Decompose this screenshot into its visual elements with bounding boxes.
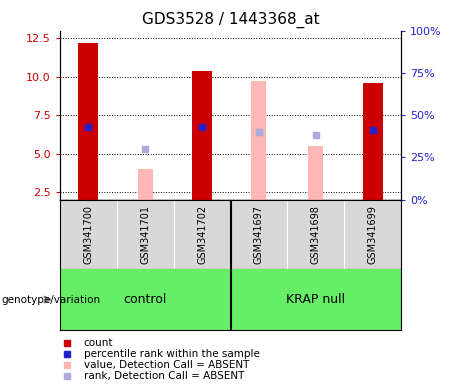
Text: value, Detection Call = ABSENT: value, Detection Call = ABSENT: [84, 360, 249, 370]
Bar: [363, 83, 383, 200]
Text: GSM341700: GSM341700: [83, 205, 94, 264]
Title: GDS3528 / 1443368_at: GDS3528 / 1443368_at: [142, 12, 319, 28]
Text: percentile rank within the sample: percentile rank within the sample: [84, 349, 260, 359]
Bar: [78, 43, 98, 200]
Text: genotype/variation: genotype/variation: [1, 295, 100, 305]
Text: KRAP null: KRAP null: [286, 293, 345, 306]
Text: GSM341702: GSM341702: [197, 205, 207, 264]
Bar: [251, 81, 266, 200]
Bar: [138, 169, 153, 200]
Text: GSM341697: GSM341697: [254, 205, 264, 264]
Bar: [192, 71, 212, 200]
Text: GSM341701: GSM341701: [140, 205, 150, 264]
Text: rank, Detection Call = ABSENT: rank, Detection Call = ABSENT: [84, 371, 244, 381]
Text: GSM341698: GSM341698: [311, 205, 321, 264]
Text: control: control: [124, 293, 167, 306]
Text: GSM341699: GSM341699: [367, 205, 378, 264]
Bar: [308, 146, 323, 200]
Text: count: count: [84, 338, 113, 348]
